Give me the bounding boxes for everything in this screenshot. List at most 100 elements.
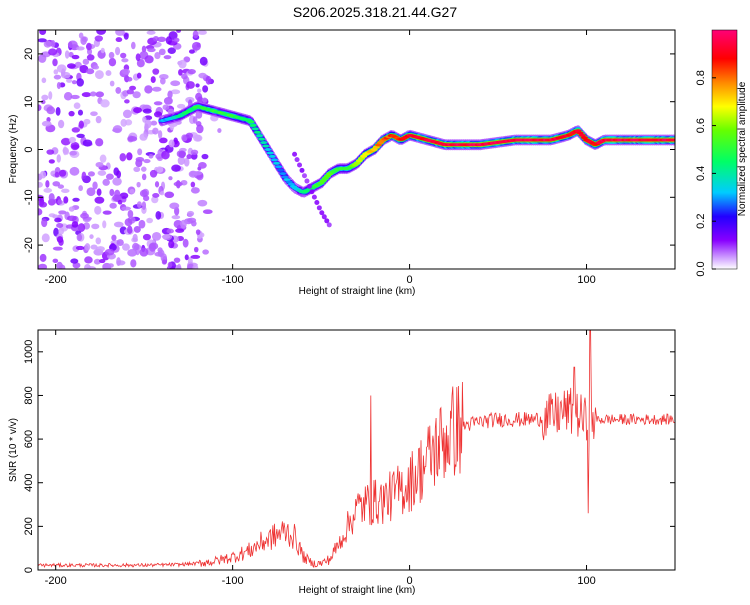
colorbar-tick-label: 0.2 [695,214,707,229]
noise-blob [168,139,175,148]
y-tick-label: -10 [23,189,35,205]
ridge-point [273,161,281,165]
y-tick-label: 600 [23,430,35,448]
noise-blob [95,70,104,80]
colorbar-tick-label: 0.8 [695,70,707,85]
noise-blob [154,181,160,188]
noise-blob [71,127,81,133]
figure-title: S206.2025.318.21.44.G27 [293,4,457,20]
noise-blob [187,68,196,75]
noise-blob [41,94,49,101]
noise-blob [163,96,173,105]
noise-blob [52,246,63,251]
noise-blob [141,201,147,210]
noise-blob [199,56,208,66]
noise-blob [84,256,93,264]
noise-blob [86,187,96,197]
ridge-point [580,136,588,140]
ridge-point [576,131,584,135]
noise-blob [121,68,131,75]
noise-blob [84,243,91,251]
noise-blob [150,120,158,126]
noise-blob [119,192,129,199]
ghost-track-point [292,151,298,157]
noise-blob [143,195,150,202]
ridge-point [321,176,329,180]
noise-blob [113,221,124,228]
noise-blob [177,156,186,165]
noise-blob [198,72,207,79]
noise-blob [92,181,98,190]
noise-blob [146,30,156,35]
noise-blob [150,76,156,83]
noise-blob [152,86,162,92]
noise-blob [38,181,43,188]
noise-blob [68,206,75,212]
noise-blob [95,162,104,168]
spectrogram-ylabel: Frequency (Hz) [8,115,19,184]
noise-blob [127,209,134,219]
snr-marks [38,330,675,569]
noise-blob [195,229,201,235]
noise-blob [115,30,125,36]
noise-blob [149,169,158,178]
noise-blob [67,40,78,49]
ridge-point [279,172,287,176]
noise-blob [77,109,84,116]
noise-blob [144,55,154,64]
noise-blob [41,218,48,228]
ridge-point [372,145,380,149]
ridge-point [353,161,361,165]
noise-blob [93,65,100,70]
noise-blob [102,178,110,186]
noise-blob [139,133,148,141]
noise-blob [48,159,55,164]
noise-blob [178,150,186,159]
noise-blob [146,217,153,224]
noise-blob [130,259,137,268]
noise-blob [81,171,87,180]
ghost-track-point [324,218,330,224]
noise-blob [142,233,151,241]
noise-blob [135,157,145,162]
noise-blob [152,193,160,198]
ridge-point [260,141,268,145]
noise-blob [76,233,83,242]
x-tick-label: -100 [222,575,244,587]
noise-blob [58,119,65,129]
noise-blob [148,153,154,159]
ridge-point [574,129,582,133]
noise-blob [201,153,209,160]
noise-blob [61,188,70,193]
x-tick-label: 0 [407,274,413,286]
noise-blob [148,243,157,252]
noise-blob [167,47,176,54]
x-tick-label: -100 [222,274,244,286]
ghost-track-point [294,157,300,163]
ridge-point [285,180,293,184]
ridge-point [357,156,365,160]
noise-blob [95,138,104,147]
noise-blob [100,47,105,54]
noise-blob [178,59,187,69]
noise-blob [133,226,141,233]
noise-blob [64,148,69,155]
ridge-point [275,165,283,169]
noise-blob [95,237,102,245]
noise-blob [164,191,175,199]
noise-blob [192,116,198,124]
noise-blob [56,64,67,73]
noise-blob [163,55,172,60]
noise-blob [109,202,117,209]
noise-blob [178,69,183,76]
noise-blob [197,88,202,93]
ridge-point [355,159,363,163]
noise-blob [192,30,199,39]
noise-blob [60,138,71,146]
noise-blob [69,166,80,176]
noise-blob [68,110,75,117]
noise-blob [53,74,62,80]
noise-blob [133,107,143,114]
